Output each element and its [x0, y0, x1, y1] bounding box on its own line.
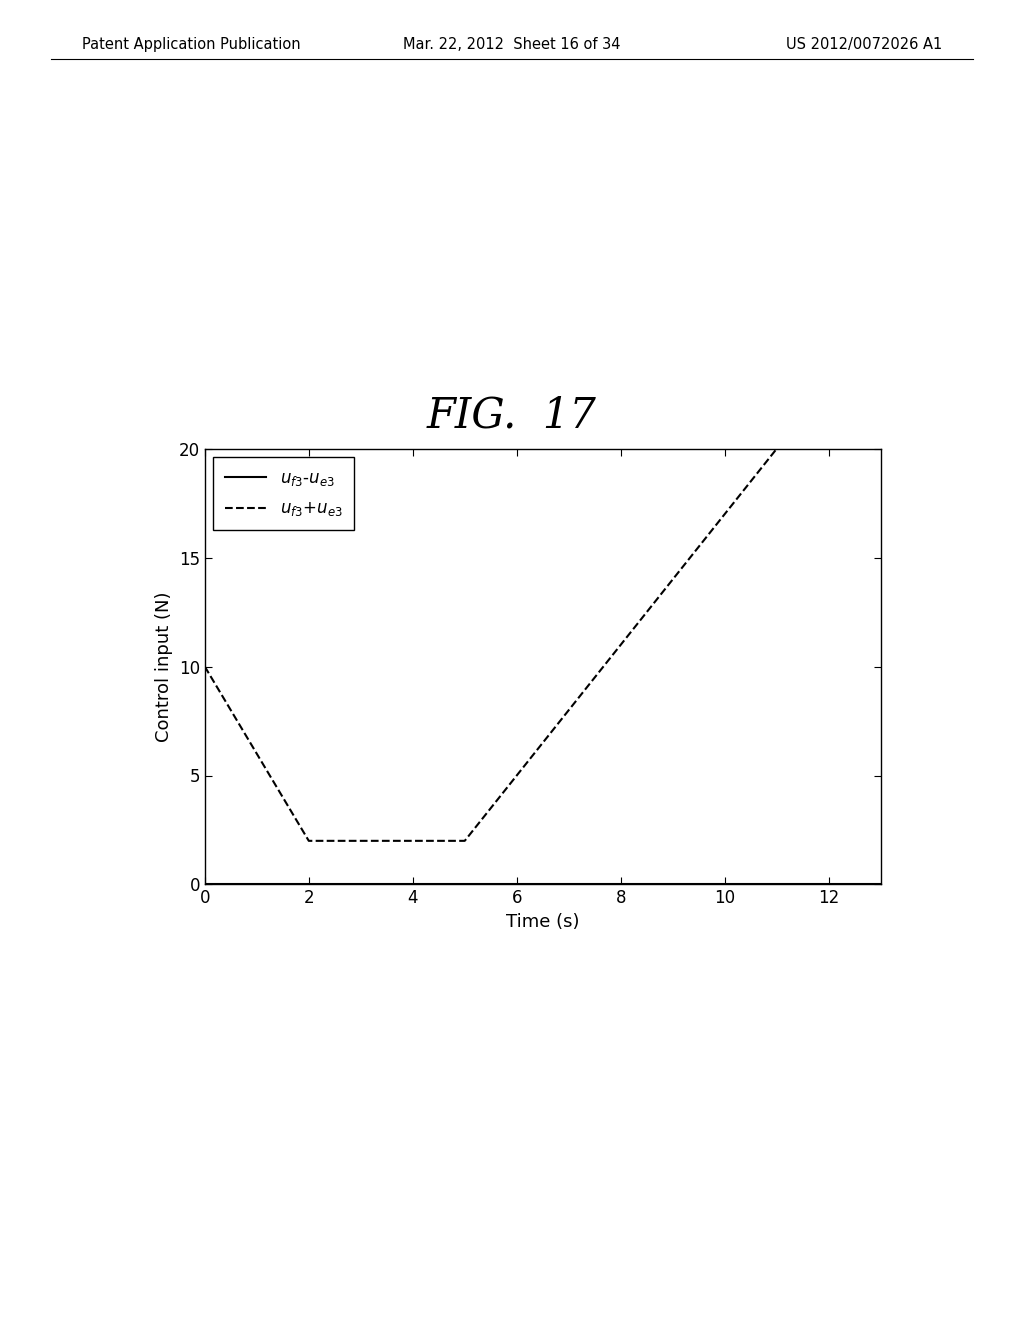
Legend: $u_{f3}$-$u_{e3}$, $u_{f3}$+$u_{e3}$: $u_{f3}$-$u_{e3}$, $u_{f3}$+$u_{e3}$: [213, 457, 354, 531]
Text: US 2012/0072026 A1: US 2012/0072026 A1: [785, 37, 942, 51]
X-axis label: Time (s): Time (s): [506, 913, 580, 931]
Text: Mar. 22, 2012  Sheet 16 of 34: Mar. 22, 2012 Sheet 16 of 34: [403, 37, 621, 51]
Text: FIG.  17: FIG. 17: [427, 395, 597, 437]
Y-axis label: Control input (N): Control input (N): [156, 591, 173, 742]
Text: Patent Application Publication: Patent Application Publication: [82, 37, 301, 51]
